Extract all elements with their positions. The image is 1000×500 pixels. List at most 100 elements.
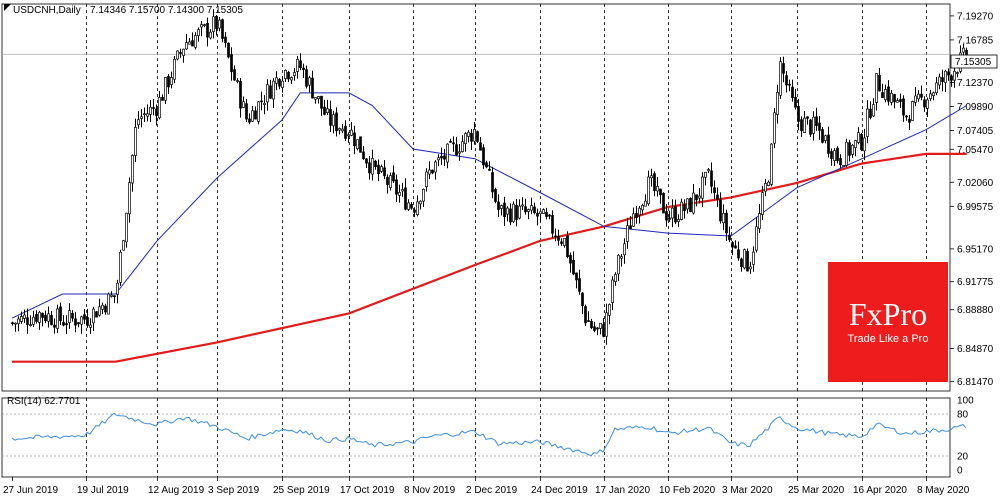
candle [362,146,365,160]
candle-body [20,316,23,322]
price-tick-label: 7.07405 [957,126,994,137]
candle-body [53,324,56,328]
candle-body [683,204,686,212]
candle [923,96,926,112]
candle-body [410,204,413,209]
candle [140,109,143,128]
candle [479,137,482,151]
candle-body [470,132,473,142]
candle-body [551,215,554,234]
candle [914,86,917,107]
candle [704,171,707,186]
candle [551,210,554,238]
candle-body [116,282,119,295]
candle-body [38,312,41,323]
candle [698,188,701,204]
candle-body [305,69,308,87]
candle-body [758,213,761,229]
candle-body [872,104,875,117]
candle [32,310,35,328]
candle-body [191,40,194,47]
candle [383,160,386,180]
candle [89,318,92,335]
candle-body [218,19,221,29]
candle-body [377,164,380,175]
candle [458,144,461,161]
candle-body [368,162,371,174]
candle [674,199,677,225]
time-tick-label: 8 Nov 2019 [404,485,456,496]
candle [335,107,338,137]
candle [743,248,746,270]
candle [776,84,779,124]
candle-body [806,116,809,119]
candle [317,96,320,104]
candle-body [176,50,179,60]
candle-body [785,75,788,86]
candle [860,132,863,152]
candle-body [197,29,200,36]
candle-body [263,102,266,105]
candle [104,303,107,315]
candle-body [653,173,656,191]
candle [425,168,428,192]
candle [833,148,836,167]
candle [236,78,239,84]
candle-body [371,157,374,175]
candle-body [77,322,80,325]
candle-body [401,189,404,192]
candle [506,206,509,222]
candle [863,128,866,161]
rsi-label: RSI(14) 62.7701 [7,396,81,407]
candle [206,17,209,47]
candle-body [701,176,704,199]
candle [746,248,749,272]
candle [521,197,524,211]
candle-body [839,158,842,166]
candle-body [620,256,623,259]
candle [950,74,953,87]
candle-body [95,311,98,318]
candle [314,97,317,104]
candle-body [455,144,458,156]
candle-body [233,69,236,81]
candle [266,79,269,111]
candle-body [788,83,791,86]
candle [107,292,110,315]
candle [455,136,458,157]
candle [767,180,770,187]
candle-body [467,131,470,137]
candle [758,203,761,233]
candle-body [155,108,158,117]
candle-body [668,217,671,220]
candle-body [617,255,620,275]
candle-body [437,157,440,161]
candle [728,226,731,243]
candle [476,130,479,144]
candle-body [629,225,632,230]
price-tick-label: 6.81470 [957,377,994,388]
candle [884,84,887,103]
candle [386,174,389,194]
candle-body [317,96,320,99]
candle-body [608,304,611,316]
candle [854,139,857,157]
candle-body [44,314,47,322]
candle [650,168,653,187]
candle-body [278,78,281,87]
rsi-panel [11,412,967,457]
price-tick-label: 6.88880 [957,305,994,316]
candle-body [680,201,683,220]
candle [929,89,932,101]
candle-body [68,310,71,323]
candle-body [896,100,899,103]
collapse-triangle-icon[interactable] [4,4,11,11]
candle-body [533,206,536,214]
candle [668,210,671,222]
candle [905,114,908,121]
candle [530,197,533,215]
candle-body [908,118,911,123]
candle [155,104,158,126]
candle [35,310,38,324]
candle [536,208,539,226]
